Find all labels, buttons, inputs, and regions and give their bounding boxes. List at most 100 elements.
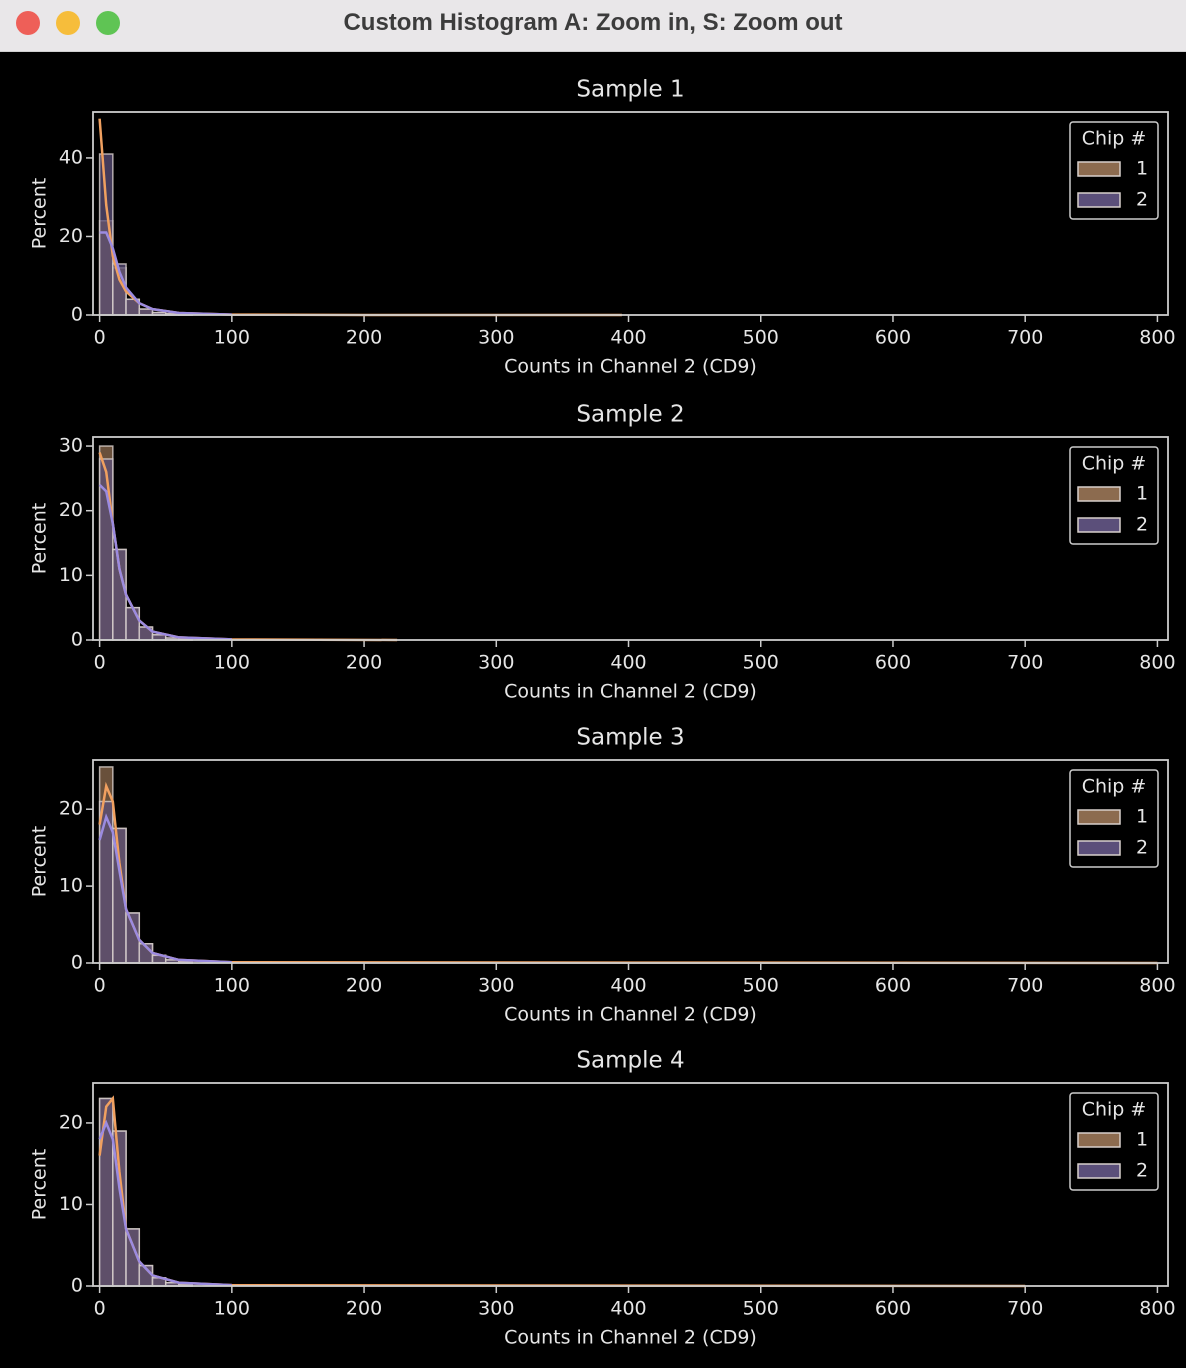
x-tick-label: 700 bbox=[1007, 975, 1043, 997]
legend-label: 2 bbox=[1136, 514, 1148, 536]
legend: Chip # 1 2 bbox=[1069, 446, 1159, 545]
x-axis-label: Counts in Channel 2 (CD9) bbox=[504, 356, 757, 378]
axes-frame bbox=[92, 111, 1169, 316]
legend-label: 1 bbox=[1136, 1129, 1148, 1151]
minimize-button[interactable] bbox=[56, 11, 80, 35]
axes-frame bbox=[92, 436, 1169, 641]
x-tick-label: 400 bbox=[610, 1298, 646, 1320]
legend-swatch bbox=[1077, 192, 1121, 208]
kde-line bbox=[98, 813, 232, 964]
x-tick-label: 100 bbox=[214, 652, 250, 674]
x-axis-label: Counts in Channel 2 (CD9) bbox=[504, 681, 757, 703]
y-axis-label: Percent bbox=[29, 1149, 51, 1221]
x-tick-label: 200 bbox=[346, 1298, 382, 1320]
x-tick-label: 700 bbox=[1007, 1298, 1043, 1320]
x-tick-label: 300 bbox=[478, 327, 514, 349]
window-title: Custom Histogram A: Zoom in, S: Zoom out bbox=[343, 9, 843, 36]
axes-frame bbox=[92, 759, 1169, 964]
legend-label: 1 bbox=[1136, 158, 1148, 180]
kde-line bbox=[98, 452, 398, 642]
histogram-bar bbox=[98, 1097, 114, 1287]
x-tick-label: 800 bbox=[1139, 1298, 1175, 1320]
y-tick-label: 20 bbox=[59, 225, 83, 247]
x-tick-label: 600 bbox=[875, 327, 911, 349]
y-tick-label: 10 bbox=[59, 564, 83, 586]
legend-title: Chip # bbox=[1082, 776, 1147, 798]
y-tick-label: 20 bbox=[59, 1111, 83, 1133]
legend-swatch bbox=[1077, 517, 1121, 533]
kde-line bbox=[98, 1095, 1026, 1288]
y-tick-label: 0 bbox=[71, 629, 83, 651]
zoom-button[interactable] bbox=[96, 11, 120, 35]
legend-swatch bbox=[1077, 486, 1121, 502]
legend-swatch bbox=[1077, 1132, 1121, 1148]
figure: Sample 1 Counts in Channel 2 (CD9) Percent… bbox=[29, 77, 1176, 1349]
legend-swatch bbox=[1077, 161, 1121, 177]
legend-swatch bbox=[1077, 840, 1121, 856]
y-tick-label: 0 bbox=[71, 952, 83, 974]
x-tick-label: 400 bbox=[610, 327, 646, 349]
x-tick-label: 100 bbox=[214, 327, 250, 349]
x-tick-label: 800 bbox=[1139, 975, 1175, 997]
y-tick-label: 40 bbox=[59, 146, 83, 168]
y-axis-label: Percent bbox=[29, 826, 51, 898]
x-axis-label: Counts in Channel 2 (CD9) bbox=[504, 1004, 757, 1026]
y-axis-label: Percent bbox=[29, 178, 51, 250]
histogram-bar bbox=[125, 606, 141, 641]
x-tick-label: 300 bbox=[478, 652, 514, 674]
x-tick-label: 800 bbox=[1139, 652, 1175, 674]
x-tick-label: 500 bbox=[743, 975, 779, 997]
chart-title: Sample 2 bbox=[576, 402, 684, 428]
x-tick-label: 0 bbox=[94, 652, 106, 674]
x-tick-label: 100 bbox=[214, 1298, 250, 1320]
legend-title: Chip # bbox=[1082, 128, 1147, 150]
y-tick-label: 10 bbox=[59, 875, 83, 897]
legend-label: 1 bbox=[1136, 483, 1148, 505]
legend-swatch bbox=[1077, 1163, 1121, 1179]
x-tick-label: 200 bbox=[346, 975, 382, 997]
x-tick-label: 0 bbox=[94, 1298, 106, 1320]
legend: Chip # 1 2 bbox=[1069, 1092, 1159, 1191]
x-tick-label: 300 bbox=[478, 975, 514, 997]
title-bar: Custom Histogram A: Zoom in, S: Zoom out bbox=[0, 0, 1186, 52]
x-tick-label: 700 bbox=[1007, 652, 1043, 674]
x-tick-label: 200 bbox=[346, 327, 382, 349]
x-tick-label: 600 bbox=[875, 1298, 911, 1320]
x-tick-label: 100 bbox=[214, 975, 250, 997]
close-button[interactable] bbox=[16, 11, 40, 35]
kde-line bbox=[98, 118, 622, 317]
chart-title: Sample 1 bbox=[576, 77, 684, 103]
x-tick-label: 300 bbox=[478, 1298, 514, 1320]
legend-title: Chip # bbox=[1082, 1099, 1147, 1121]
legend-label: 2 bbox=[1136, 1160, 1148, 1182]
x-tick-label: 400 bbox=[610, 652, 646, 674]
legend-label: 2 bbox=[1136, 837, 1148, 859]
x-tick-label: 500 bbox=[743, 652, 779, 674]
y-tick-label: 0 bbox=[71, 304, 83, 326]
legend-label: 1 bbox=[1136, 806, 1148, 828]
legend: Chip # 1 2 bbox=[1069, 121, 1159, 220]
x-tick-label: 800 bbox=[1139, 327, 1175, 349]
x-tick-label: 200 bbox=[346, 652, 382, 674]
kde-line bbox=[98, 483, 232, 641]
y-tick-label: 20 bbox=[59, 798, 83, 820]
x-tick-label: 600 bbox=[875, 652, 911, 674]
x-tick-label: 500 bbox=[743, 1298, 779, 1320]
legend-label: 2 bbox=[1136, 189, 1148, 211]
y-tick-label: 30 bbox=[59, 435, 83, 457]
kde-line bbox=[99, 231, 232, 316]
y-tick-label: 0 bbox=[71, 1275, 83, 1297]
chart-title: Sample 4 bbox=[576, 1048, 684, 1074]
x-axis-label: Counts in Channel 2 (CD9) bbox=[504, 1327, 757, 1349]
chart-title: Sample 3 bbox=[576, 725, 684, 751]
y-tick-label: 20 bbox=[59, 499, 83, 521]
legend-swatch bbox=[1077, 809, 1121, 825]
x-tick-label: 700 bbox=[1007, 327, 1043, 349]
legend: Chip # 1 2 bbox=[1069, 769, 1159, 868]
y-axis-label: Percent bbox=[29, 503, 51, 575]
x-tick-label: 400 bbox=[610, 975, 646, 997]
y-tick-label: 10 bbox=[59, 1193, 83, 1215]
axes-frame bbox=[92, 1082, 1169, 1287]
x-tick-label: 0 bbox=[94, 327, 106, 349]
